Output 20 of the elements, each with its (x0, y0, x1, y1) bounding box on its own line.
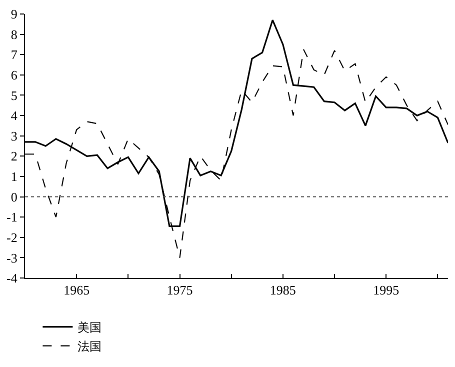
y-tick-label: 2 (10, 148, 18, 164)
y-tick-label: 3 (10, 128, 18, 144)
x-tick-label: 1975 (166, 282, 193, 298)
y-tick-label: 6 (10, 67, 18, 82)
y-tick-label: 8 (10, 26, 18, 42)
legend-label: 法国 (78, 340, 102, 354)
y-tick-label: -1 (6, 210, 18, 225)
y-tick-label: 0 (10, 189, 18, 204)
x-tick-label: 1995 (373, 282, 400, 298)
y-tick-label: 1 (10, 169, 18, 184)
y-tick-label: 4 (10, 108, 18, 124)
y-tick-label: -4 (6, 270, 18, 286)
y-tick-label: 5 (10, 88, 18, 103)
x-tick-label: 1965 (64, 282, 90, 298)
x-tick-label: 1985 (270, 282, 296, 298)
legend-label: 美国 (78, 320, 102, 334)
y-tick-label: -3 (6, 250, 18, 266)
y-tick-label: 7 (10, 47, 18, 62)
y-tick-label: 9 (10, 6, 18, 22)
y-tick-label: -2 (6, 230, 18, 245)
